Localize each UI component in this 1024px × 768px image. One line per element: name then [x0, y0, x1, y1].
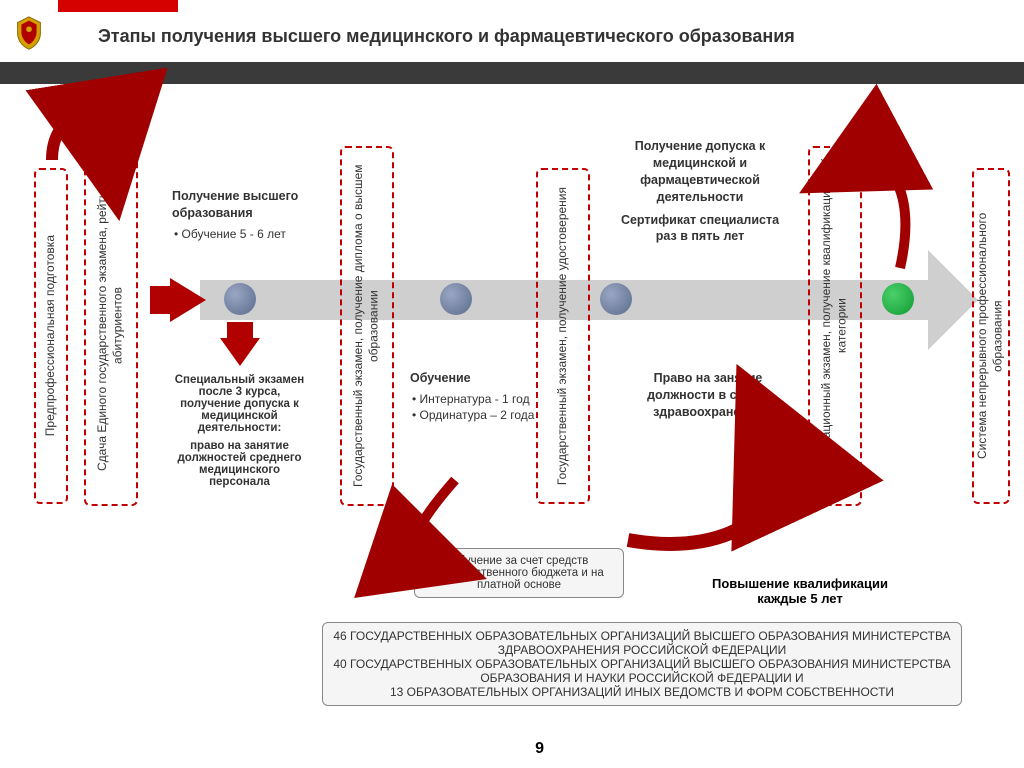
admission-block: Получение допуска к медицинской и фармац…: [610, 138, 790, 249]
block-line: Сертификат специалиста раз в пять лет: [610, 212, 790, 246]
training-block: Обучение Интернатура - 1 год Ординатура …: [410, 370, 540, 423]
right-to-work-block: Право на занятие должности в сфере здрав…: [628, 370, 788, 421]
stage-box-state-exam-diploma: Государственный экзамен, получение дипло…: [340, 146, 394, 506]
block-item: Ординатура – 2 года: [412, 407, 540, 423]
page-title: Этапы получения высшего медицинского и ф…: [98, 26, 795, 47]
stage-label: Система непрерывного профессионального о…: [973, 170, 1008, 502]
higher-education-block: Получение высшего образования Обучение 5…: [172, 188, 322, 242]
branch-arrow-head: [220, 338, 260, 366]
block-title: Получение высшего образования: [172, 188, 322, 222]
entry-arrow-head: [170, 278, 206, 322]
block-title: Специальный экзамен после 3 курса, получ…: [172, 374, 307, 434]
timeline-node-1: [224, 283, 256, 315]
stage-box-preprofessional: Предпрофессиональная подготовка: [34, 168, 68, 504]
block-emphasis: право на занятие должностей среднего мед…: [172, 440, 307, 488]
block-item: Обучение 5 - 6 лет: [174, 226, 322, 242]
special-exam-block: Специальный экзамен после 3 курса, получ…: [172, 374, 307, 488]
stage-box-continuous-education: Система непрерывного профессионального о…: [972, 168, 1010, 504]
organizations-note: 46 ГОСУДАРСТВЕННЫХ ОБРАЗОВАТЕЛЬНЫХ ОРГАН…: [322, 622, 962, 706]
timeline-node-final: [882, 283, 914, 315]
block-title: Обучение: [410, 370, 540, 387]
timeline-node-3: [600, 283, 632, 315]
stage-box-qualification-exam: Квалификационный экзамен, получение квал…: [808, 146, 862, 506]
funding-note: Обучение за счет средств государственног…: [414, 548, 624, 598]
page-number: 9: [535, 740, 544, 758]
stage-label: Сдача Единого государственного экзамена,…: [93, 148, 128, 504]
header-stripe: [0, 62, 1024, 84]
top-red-bar: [58, 0, 178, 12]
stage-label: Государственный экзамен, получение дипло…: [349, 148, 384, 504]
stage-label: Квалификационный экзамен, получение квал…: [817, 148, 852, 504]
timeline-node-2: [440, 283, 472, 315]
stage-label: Государственный экзамен, получение удост…: [553, 181, 573, 491]
stage-box-ege: Сдача Единого государственного экзамена,…: [84, 146, 138, 506]
stage-label: Предпрофессиональная подготовка: [41, 229, 61, 442]
timeline-arrow-head: [928, 250, 978, 350]
upgrade-block: Повышение квалификации каждые 5 лет: [700, 576, 900, 606]
block-item: Интернатура - 1 год: [412, 391, 540, 407]
block-line: Получение допуска к медицинской и фармац…: [610, 138, 790, 206]
stage-box-state-exam-cert: Государственный экзамен, получение удост…: [536, 168, 590, 504]
russia-emblem-icon: [10, 14, 48, 52]
note-text: 46 ГОСУДАРСТВЕННЫХ ОБРАЗОВАТЕЛЬНЫХ ОРГАН…: [333, 629, 951, 699]
